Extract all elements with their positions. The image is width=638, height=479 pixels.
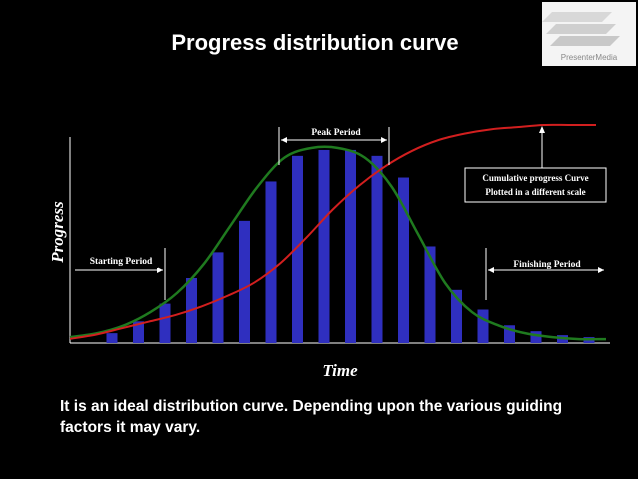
presentermedia-logo: PresenterMedia [542,2,636,66]
bar-17 [530,331,542,343]
cumulative-callout-line2: Plotted in a different scale [485,187,585,197]
bar-5 [212,252,224,343]
finishing-period-label: Finishing Period [513,260,581,270]
finishing-period-arrowhead-right-icon [598,267,604,273]
x-axis-label: Time [322,361,358,380]
y-axis-label: Progress [48,201,67,264]
bar-9 [318,149,330,343]
peak-period-label: Peak Period [311,128,361,138]
bar-15 [477,309,489,343]
finishing-period-arrowhead-left-icon [488,267,494,273]
bar-16 [504,325,515,343]
bar-8 [292,155,303,343]
peak-period-arrowhead-right-icon [381,137,387,143]
slide-title: Progress distribution curve [171,30,459,55]
cumulative-curve [69,123,596,340]
starting-period-label-bg [84,254,158,268]
logo-text: PresenterMedia [560,53,618,62]
logo-mark-icon [542,12,620,46]
cumulative-callout-arrowhead-up-icon [539,126,545,133]
bar-13 [424,246,436,343]
bar-6 [239,220,250,343]
cumulative-callout-box [464,167,607,203]
bar-1 [106,333,118,343]
bar-10 [345,149,356,343]
distribution-curve [69,145,607,341]
bar-3 [159,303,171,343]
starting-period-label: Starting Period [90,257,153,267]
bar-14 [451,289,462,343]
cumulative-callout-line1: Cumulative progress Curve [482,173,588,183]
bar-11 [371,155,383,343]
bar-2 [133,321,144,343]
starting-period-arrowhead-right-icon [157,267,163,273]
bar-7 [265,181,277,343]
bar-12 [398,177,409,343]
peak-period-arrowhead-left-icon [281,137,287,143]
finishing-period-label-bg [506,254,588,268]
slide-caption: It is an ideal distribution curve. Depen… [60,398,563,436]
